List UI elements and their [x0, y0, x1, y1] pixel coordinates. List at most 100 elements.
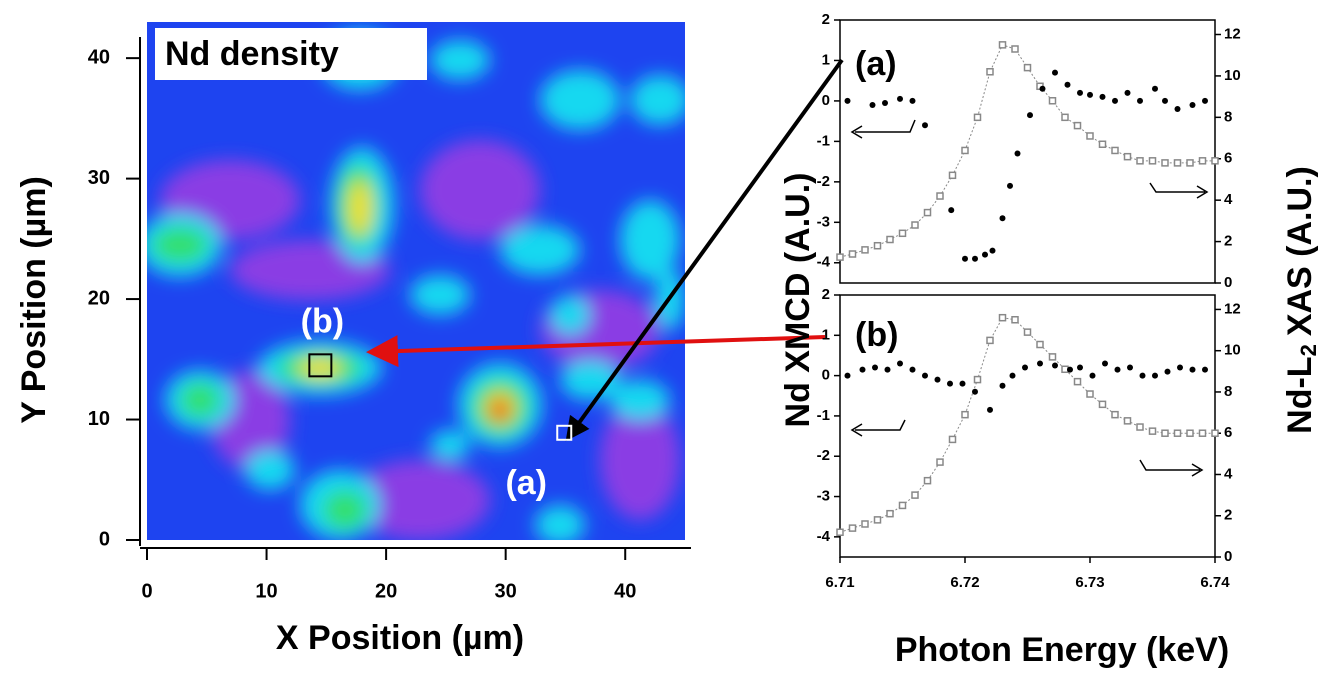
xmcd-point — [972, 255, 978, 262]
xas-point — [911, 221, 919, 229]
y-tick-label: -4 — [817, 254, 831, 271]
x-axis-title: Photon Energy (keV) — [895, 631, 1229, 669]
xas-point — [886, 509, 894, 518]
xas-point — [1073, 377, 1082, 386]
y-tick-label: 30 — [88, 167, 110, 189]
xas-point — [836, 253, 844, 261]
y-tick-label: -4 — [817, 528, 831, 545]
y-tick-label: 10 — [88, 408, 110, 430]
y2-tick-label: 6 — [1224, 150, 1232, 167]
xas-point — [848, 250, 857, 258]
xas-point — [1161, 429, 1169, 437]
x-tick-label: 0 — [141, 580, 152, 602]
y2-tick-label: 10 — [1224, 342, 1241, 359]
xas-point — [1198, 429, 1207, 437]
x-tick-label: 6.71 — [825, 574, 854, 591]
x-tick-label: 6.73 — [1075, 574, 1104, 591]
xmcd-point — [948, 207, 955, 214]
xmcd-point — [947, 380, 953, 387]
y-tick-label: 0 — [822, 92, 830, 109]
xas-point — [1011, 316, 1019, 324]
x-tick-label: 20 — [375, 580, 397, 602]
xas-point — [1098, 400, 1107, 409]
y2-tick-label: 6 — [1224, 424, 1232, 441]
y-tick-label: -3 — [817, 213, 830, 230]
axis-hint-arrows — [850, 119, 1209, 477]
y2-tick-label: 8 — [1224, 108, 1232, 125]
xmcd-point — [859, 366, 866, 373]
xmcd-point — [1052, 362, 1058, 369]
xas-point — [1098, 140, 1107, 149]
xas-point — [1186, 159, 1194, 167]
xas-point — [1136, 157, 1144, 165]
y-axis-title: Nd XMCD (A.U.) — [779, 173, 817, 428]
xmcd-point — [1077, 89, 1083, 96]
y2-tick-label: 12 — [1224, 300, 1241, 317]
xas-point — [948, 435, 957, 444]
xmcd-point — [1152, 85, 1158, 92]
y-tick-label: 1 — [822, 51, 830, 68]
xas-point — [1086, 390, 1094, 398]
xmcd-point — [897, 95, 903, 102]
y2-tick-label: 0 — [1224, 274, 1232, 291]
xas-point — [1023, 328, 1032, 336]
xas-point — [948, 171, 957, 180]
xas-point — [836, 528, 844, 536]
y-tick-label: -1 — [817, 132, 830, 149]
xmcd-point — [1152, 372, 1158, 379]
xas-point — [1148, 427, 1157, 435]
xas-point — [1136, 423, 1144, 431]
plot-frame — [839, 294, 1216, 558]
xmcd-point — [1139, 372, 1146, 379]
x-tick-label: 40 — [614, 580, 636, 602]
y2-tick-label: 10 — [1224, 67, 1241, 84]
x-tick-label: 6.72 — [950, 574, 979, 591]
xas-point — [1036, 340, 1044, 349]
xmcd-point — [1089, 372, 1096, 379]
xas-point — [873, 516, 882, 524]
xas-point — [1023, 63, 1032, 72]
xmcd-point — [1127, 364, 1133, 371]
xmcd-point — [1087, 91, 1093, 98]
density-map — [147, 22, 685, 540]
y2-tick-label: 0 — [1224, 548, 1232, 565]
xas-point — [1048, 353, 1057, 361]
xas-point — [1148, 157, 1157, 165]
xmcd-point — [962, 255, 968, 262]
xmcd-point — [1202, 97, 1208, 104]
xmcd-point — [1064, 81, 1071, 88]
xmcd-point — [972, 388, 978, 395]
xmcd-point — [1014, 150, 1021, 157]
y-tick-label: 40 — [88, 46, 110, 68]
xas-point — [1123, 417, 1132, 425]
xas-point — [861, 246, 869, 254]
xmcd-point — [1099, 93, 1106, 100]
x-tick-label: 10 — [255, 580, 277, 602]
xas-point — [973, 375, 982, 384]
x-tick-label: 6.74 — [1200, 574, 1230, 591]
xas-point — [1111, 410, 1119, 419]
xas-point — [1198, 157, 1207, 165]
y-axis-title: Y Position (µm) — [15, 176, 53, 424]
xmcd-point — [1112, 97, 1118, 104]
xmcd-point — [844, 372, 851, 379]
xmcd-point — [1114, 366, 1121, 373]
y-tick-label: 20 — [88, 287, 110, 309]
xas-point — [1011, 45, 1019, 53]
xas-point — [848, 524, 857, 532]
xas-point — [936, 192, 944, 200]
xmcd-point — [1067, 366, 1073, 373]
region-label: (a) — [505, 464, 547, 502]
xas-point — [886, 235, 894, 244]
xmcd-point — [1077, 364, 1083, 371]
xmcd-point — [1027, 112, 1033, 119]
x-axis-title: X Position (µm) — [276, 619, 524, 657]
xas-point — [986, 336, 994, 345]
xmcd-point — [1102, 360, 1108, 367]
y-tick-label: 2 — [822, 286, 830, 303]
xmcd-point — [1189, 366, 1196, 373]
xmcd-point — [1052, 69, 1058, 76]
xmcd-point — [999, 215, 1006, 222]
xmcd-point — [989, 247, 996, 254]
